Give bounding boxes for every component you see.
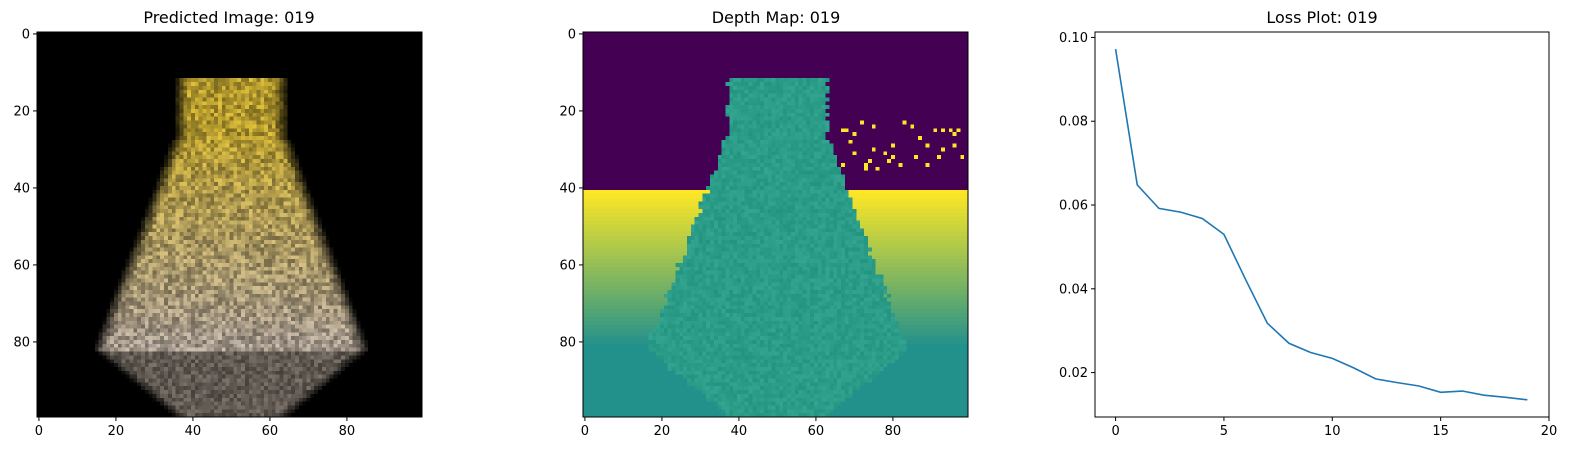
x-tick-label: 40 xyxy=(185,424,202,439)
y-tick-label: 40 xyxy=(559,181,576,196)
x-tick-label: 0 xyxy=(581,424,589,439)
x-tick-label: 5 xyxy=(1220,424,1228,439)
y-tick-label: 20 xyxy=(559,104,576,119)
loss-series xyxy=(1114,49,1528,401)
y-tick-label: 0 xyxy=(568,27,576,42)
axes-frame xyxy=(1094,31,1550,418)
y-tick-label: 0 xyxy=(22,27,30,42)
axis-ticks: 0 5 10 15 20 0.02 0.04 0.06 0.08 0.10 xyxy=(1059,31,1557,439)
y-tick-label: 0.10 xyxy=(1059,31,1088,46)
panel-title: Depth Map: 019 xyxy=(712,8,841,27)
loss-line xyxy=(1114,49,1528,401)
y-tick-label: 0.02 xyxy=(1059,366,1088,381)
panel-title: Loss Plot: 019 xyxy=(1266,8,1377,27)
panel-depth-map: Depth Map: 019 0 20 40 60 80 0 20 40 60 80 xyxy=(559,8,969,439)
predicted-image xyxy=(37,32,422,417)
x-tick-label: 80 xyxy=(339,424,356,439)
x-tick-label: 20 xyxy=(1541,424,1558,439)
axis-ticks: 0 20 40 60 80 0 20 40 60 80 xyxy=(559,27,901,439)
x-tick-label: 80 xyxy=(885,424,902,439)
x-tick-label: 20 xyxy=(108,424,125,439)
depth-map-image xyxy=(583,32,968,417)
y-tick-label: 80 xyxy=(559,335,576,350)
panel-loss-plot: Loss Plot: 019 0 5 10 15 200.020.040.060.080… xyxy=(1059,8,1557,439)
axes-frame xyxy=(36,31,423,418)
panel-predicted-image: Predicted Image: 019 0 20 40 60 80 0 20 40 60 80 xyxy=(13,8,423,439)
y-tick-label: 60 xyxy=(13,258,30,273)
x-tick-label: 0 xyxy=(35,424,43,439)
y-tick-label: 0.04 xyxy=(1059,282,1088,297)
x-tick-label: 40 xyxy=(731,424,748,439)
y-tick-label: 60 xyxy=(559,258,576,273)
x-tick-label: 60 xyxy=(262,424,279,439)
y-tick-label: 0.06 xyxy=(1059,199,1088,214)
y-tick-label: 40 xyxy=(13,181,30,196)
x-tick-label: 15 xyxy=(1432,424,1449,439)
x-tick-label: 0 xyxy=(1111,424,1119,439)
x-tick-label: 60 xyxy=(808,424,825,439)
y-tick-label: 20 xyxy=(13,104,30,119)
x-tick-label: 10 xyxy=(1324,424,1341,439)
y-tick-label: 80 xyxy=(13,335,30,350)
panel-title: Predicted Image: 019 xyxy=(143,8,314,27)
y-tick-label: 0.08 xyxy=(1059,115,1088,130)
x-tick-label: 20 xyxy=(654,424,671,439)
axis-ticks: 0 20 40 60 80 0 20 40 60 80 xyxy=(13,27,355,439)
axes-frame xyxy=(582,31,969,418)
